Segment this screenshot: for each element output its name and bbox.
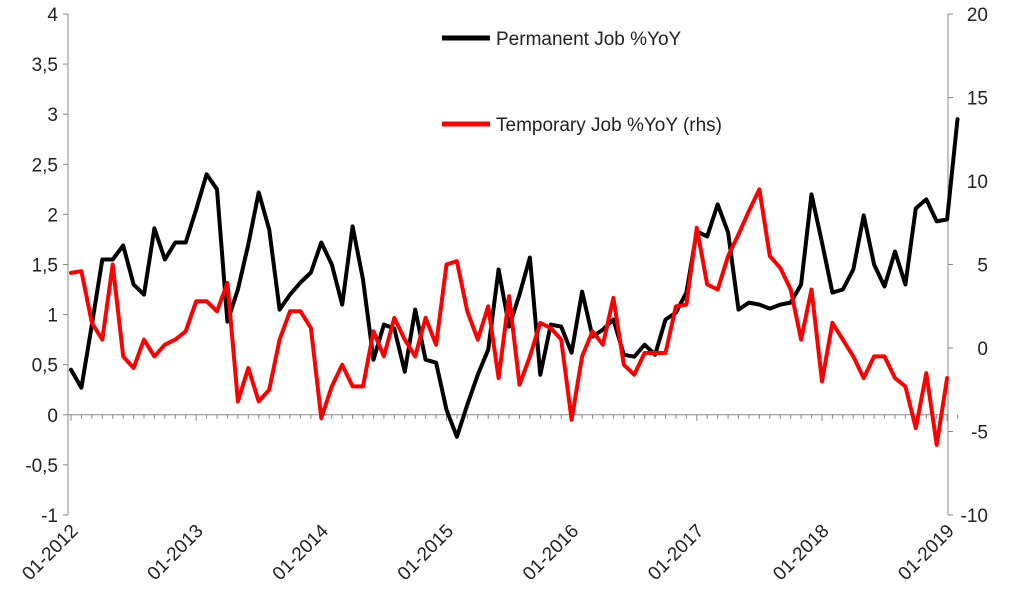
legend: Permanent Job %YoY Temporary Job %YoY (r… (442, 29, 722, 136)
y-left-tick-label: 0 (47, 406, 58, 427)
y-left-tick-label: 2 (47, 205, 58, 226)
x-tick-label: 01-2016 (519, 521, 583, 585)
y-right-tick-label: 0 (977, 339, 988, 360)
y-left-tick-label: 4 (47, 5, 58, 26)
x-tick-label: 01-2013 (144, 521, 208, 585)
y-left-tick-label: 3 (47, 105, 58, 126)
y-right-tick-label: -10 (961, 506, 988, 527)
y-left-tick-label: 1 (47, 306, 58, 327)
y-left-tick-label: 1,5 (32, 256, 58, 277)
legend-label-permanent: Permanent Job %YoY (496, 29, 682, 50)
y-right-tick-label: 10 (967, 172, 988, 193)
x-tick-label: 01-2017 (644, 521, 708, 585)
x-tick-label: 01-2014 (269, 520, 333, 584)
y-right-tick-label: 5 (977, 256, 988, 277)
y-right-tick-label: -5 (971, 423, 988, 444)
series-line-permanent (69, 117, 960, 439)
x-tick-label: 01-2019 (894, 521, 958, 585)
y-right-tick-label: 15 (967, 89, 988, 110)
y-left-tick-label: 0,5 (32, 356, 58, 377)
x-tick-label: 01-2012 (18, 521, 82, 585)
series-line-temporary (69, 187, 950, 447)
y-left-tick-label: -1 (41, 506, 58, 527)
series-lines (69, 117, 960, 447)
y-left-tick-label: 3,5 (32, 55, 58, 76)
x-tick-label: 01-2018 (769, 521, 833, 585)
y-left-tick-label: -0,5 (25, 456, 58, 477)
x-tick-label: 01-2015 (394, 521, 458, 585)
y-left-tick-label: 2,5 (32, 155, 58, 176)
legend-label-temporary: Temporary Job %YoY (rhs) (496, 115, 722, 136)
y-right-tick-label: 20 (967, 5, 988, 26)
